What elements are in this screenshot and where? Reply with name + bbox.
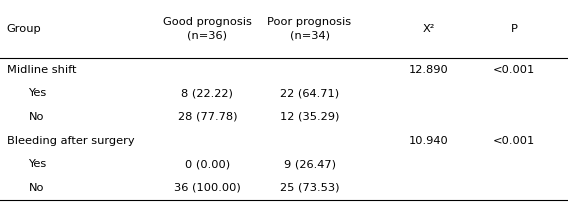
- Text: 9 (26.47): 9 (26.47): [283, 159, 336, 169]
- Text: 10.940: 10.940: [409, 136, 449, 146]
- Text: 8 (22.22): 8 (22.22): [181, 88, 233, 98]
- Text: 12.890: 12.890: [409, 64, 449, 75]
- Text: 22 (64.71): 22 (64.71): [280, 88, 339, 98]
- Text: Bleeding after surgery: Bleeding after surgery: [7, 136, 135, 146]
- Text: <0.001: <0.001: [493, 64, 535, 75]
- Text: Group: Group: [7, 24, 41, 34]
- Text: 0 (0.00): 0 (0.00): [185, 159, 230, 169]
- Text: 36 (100.00): 36 (100.00): [174, 183, 241, 193]
- Text: No: No: [28, 183, 44, 193]
- Text: Good prognosis
(n=36): Good prognosis (n=36): [163, 18, 252, 40]
- Text: 28 (77.78): 28 (77.78): [178, 112, 237, 122]
- Text: Midline shift: Midline shift: [7, 64, 76, 75]
- Text: 12 (35.29): 12 (35.29): [280, 112, 339, 122]
- Text: Yes: Yes: [28, 88, 47, 98]
- Text: No: No: [28, 112, 44, 122]
- Text: 25 (73.53): 25 (73.53): [280, 183, 339, 193]
- Text: Poor prognosis
(n=34): Poor prognosis (n=34): [268, 18, 352, 40]
- Text: P: P: [511, 24, 517, 34]
- Text: X²: X²: [423, 24, 435, 34]
- Text: Yes: Yes: [28, 159, 47, 169]
- Text: <0.001: <0.001: [493, 136, 535, 146]
